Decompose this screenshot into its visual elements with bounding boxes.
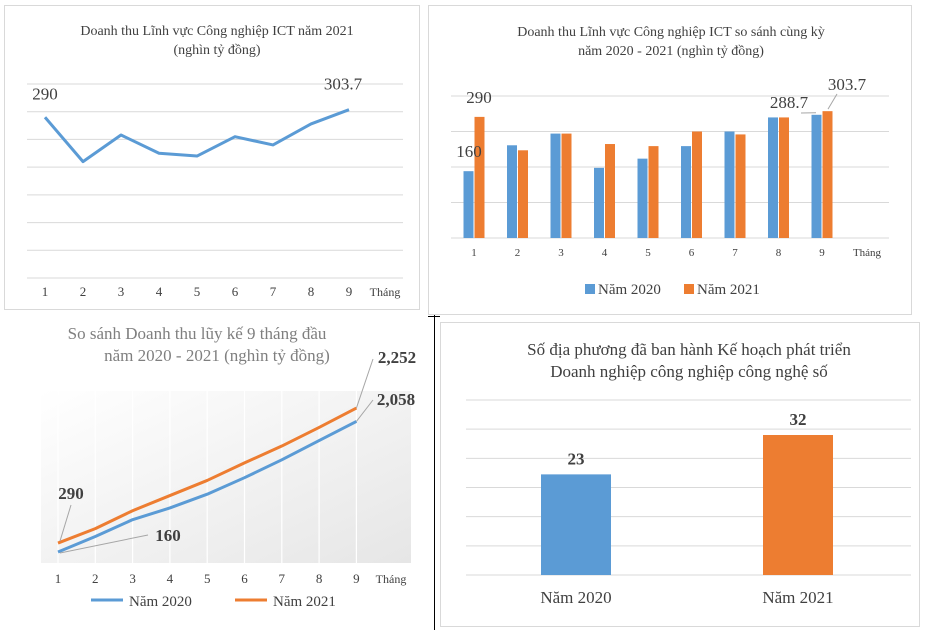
x-tick-label: 4	[156, 284, 163, 299]
x-tick-label: 1	[42, 284, 49, 299]
bar-2020	[463, 171, 474, 238]
legend-swatch-2021	[684, 284, 694, 294]
chart3-subtitle: năm 2020 - 2021 (nghìn tỷ đồng)	[104, 346, 330, 365]
bar-2021	[474, 116, 485, 238]
cumulative-revenue-chart: So sánh Doanh thu lũy kế 9 tháng đầu năm…	[2, 318, 428, 628]
bar-2020	[768, 117, 778, 238]
x-tick-label: 2	[515, 247, 521, 259]
bar-2021	[518, 150, 528, 238]
provinces-plan-chart: Số địa phương đã ban hành Kế hoạch phát …	[440, 322, 920, 627]
x-tick-label: 3	[558, 247, 564, 259]
leader-line	[355, 358, 374, 409]
x-tick-label: 3	[118, 284, 125, 299]
x-tick-label: 5	[194, 284, 201, 299]
x-tick-label: 9	[346, 284, 353, 299]
bar-2020	[550, 133, 561, 238]
chart2-title: Doanh thu Lĩnh vực Công nghiệp ICT so sá…	[517, 25, 825, 40]
bar-2021	[735, 134, 746, 238]
value-label: 23	[568, 449, 585, 468]
bar-2021	[779, 117, 789, 238]
leader-line	[59, 504, 72, 542]
provinces-plan-svg: Số địa phương đã ban hành Kế hoạch phát …	[466, 340, 911, 607]
x-tick-label: 5	[645, 247, 651, 259]
bar-2021	[692, 131, 702, 238]
x-tick-label: Năm 2020	[540, 588, 611, 607]
data-label-last: 303.7	[324, 75, 363, 94]
legend-label-2020: Năm 2020	[129, 594, 192, 610]
chart2-subtitle: năm 2020 - 2021 (nghìn tỷ đồng)	[578, 44, 764, 59]
data-label-first: 290	[32, 84, 58, 103]
chart1-title: Doanh thu Lĩnh vực Công nghiệp ICT năm 2…	[80, 24, 353, 39]
bar-2020	[637, 158, 648, 238]
x-tick-label: 2	[92, 571, 99, 586]
monthly-revenue-2021-chart: Doanh thu Lĩnh vực Công nghiệp ICT năm 2…	[4, 5, 420, 310]
series-line-2021	[43, 108, 350, 164]
panel-divider-horizontal	[428, 316, 440, 317]
x-tick-label: 8	[316, 571, 323, 586]
x-tick-label: 7	[732, 247, 738, 259]
x-tick-label: 9	[353, 571, 360, 586]
x-tick-label: Năm 2021	[762, 588, 833, 607]
chart4-subtitle: Doanh nghiệp công nghiệp công nghệ số	[550, 362, 828, 381]
data-label-2021-last: 2,252	[378, 348, 416, 367]
x-tick-label: 7	[270, 284, 277, 299]
bar-2020	[724, 131, 735, 238]
legend-swatch-2020	[585, 284, 595, 294]
x-tick-label: 5	[204, 571, 211, 586]
bar-2020	[507, 145, 517, 238]
monthly-revenue-2021-svg: Doanh thu Lĩnh vực Công nghiệp ICT năm 2…	[27, 24, 403, 299]
data-label-2020-first: 160	[155, 526, 181, 545]
bar-2021	[648, 146, 659, 238]
cumulative-revenue-svg: So sánh Doanh thu lũy kế 9 tháng đầu năm…	[41, 324, 416, 610]
x-tick-label: 7	[279, 571, 286, 586]
monthly-comparison-svg: Doanh thu Lĩnh vực Công nghiệp ICT so sá…	[451, 25, 889, 298]
x-tick-label: 4	[602, 247, 608, 259]
bar-2021	[763, 435, 833, 575]
x-tick-label: 2	[80, 284, 87, 299]
legend-label-2020: Năm 2020	[598, 282, 661, 298]
legend-label-2021: Năm 2021	[697, 282, 760, 298]
x-tick-label: 9	[819, 247, 825, 259]
bar-2021	[561, 133, 572, 238]
chart1-subtitle: (nghìn tỷ đồng)	[173, 43, 260, 58]
leader-line	[59, 534, 149, 554]
x-axis-label: Tháng	[853, 247, 882, 259]
panel-divider	[434, 315, 435, 630]
bar-2021	[605, 144, 615, 238]
data-label-2020-last: 288.7	[770, 93, 809, 112]
x-tick-label: 1	[471, 247, 477, 259]
x-tick-label: 6	[241, 571, 248, 586]
x-tick-label: 8	[776, 247, 782, 259]
x-tick-label: 1	[55, 571, 62, 586]
x-tick-label: 3	[129, 571, 136, 586]
x-tick-label: 4	[167, 571, 174, 586]
legend-label-2021: Năm 2021	[273, 594, 336, 610]
x-tick-label: 6	[689, 247, 695, 259]
x-tick-label: 6	[232, 284, 239, 299]
data-label-2021-last: 303.7	[828, 75, 867, 94]
bar-2020	[811, 114, 822, 238]
bar-2021	[822, 111, 833, 238]
bar-2020	[594, 167, 604, 238]
data-label-2021-first: 290	[58, 484, 84, 503]
bar-2020	[541, 474, 611, 575]
x-axis-label: Tháng	[376, 572, 407, 586]
chart4-title: Số địa phương đã ban hành Kế hoạch phát …	[527, 340, 851, 359]
monthly-comparison-chart: Doanh thu Lĩnh vực Công nghiệp ICT so sá…	[428, 5, 912, 315]
data-label-2020-first: 160	[456, 142, 482, 161]
data-label-2021-first: 290	[466, 88, 492, 107]
x-axis-label: Tháng	[370, 285, 401, 299]
value-label: 32	[790, 410, 807, 429]
series-line-2021	[57, 406, 358, 545]
leader-line	[827, 93, 838, 110]
bar-2020	[681, 146, 691, 238]
chart3-title: So sánh Doanh thu lũy kế 9 tháng đầu	[68, 324, 327, 343]
x-tick-label: 8	[308, 284, 315, 299]
leader-line	[356, 399, 374, 422]
data-label-2020-last: 2,058	[377, 390, 415, 409]
series-line-2020	[57, 420, 358, 554]
